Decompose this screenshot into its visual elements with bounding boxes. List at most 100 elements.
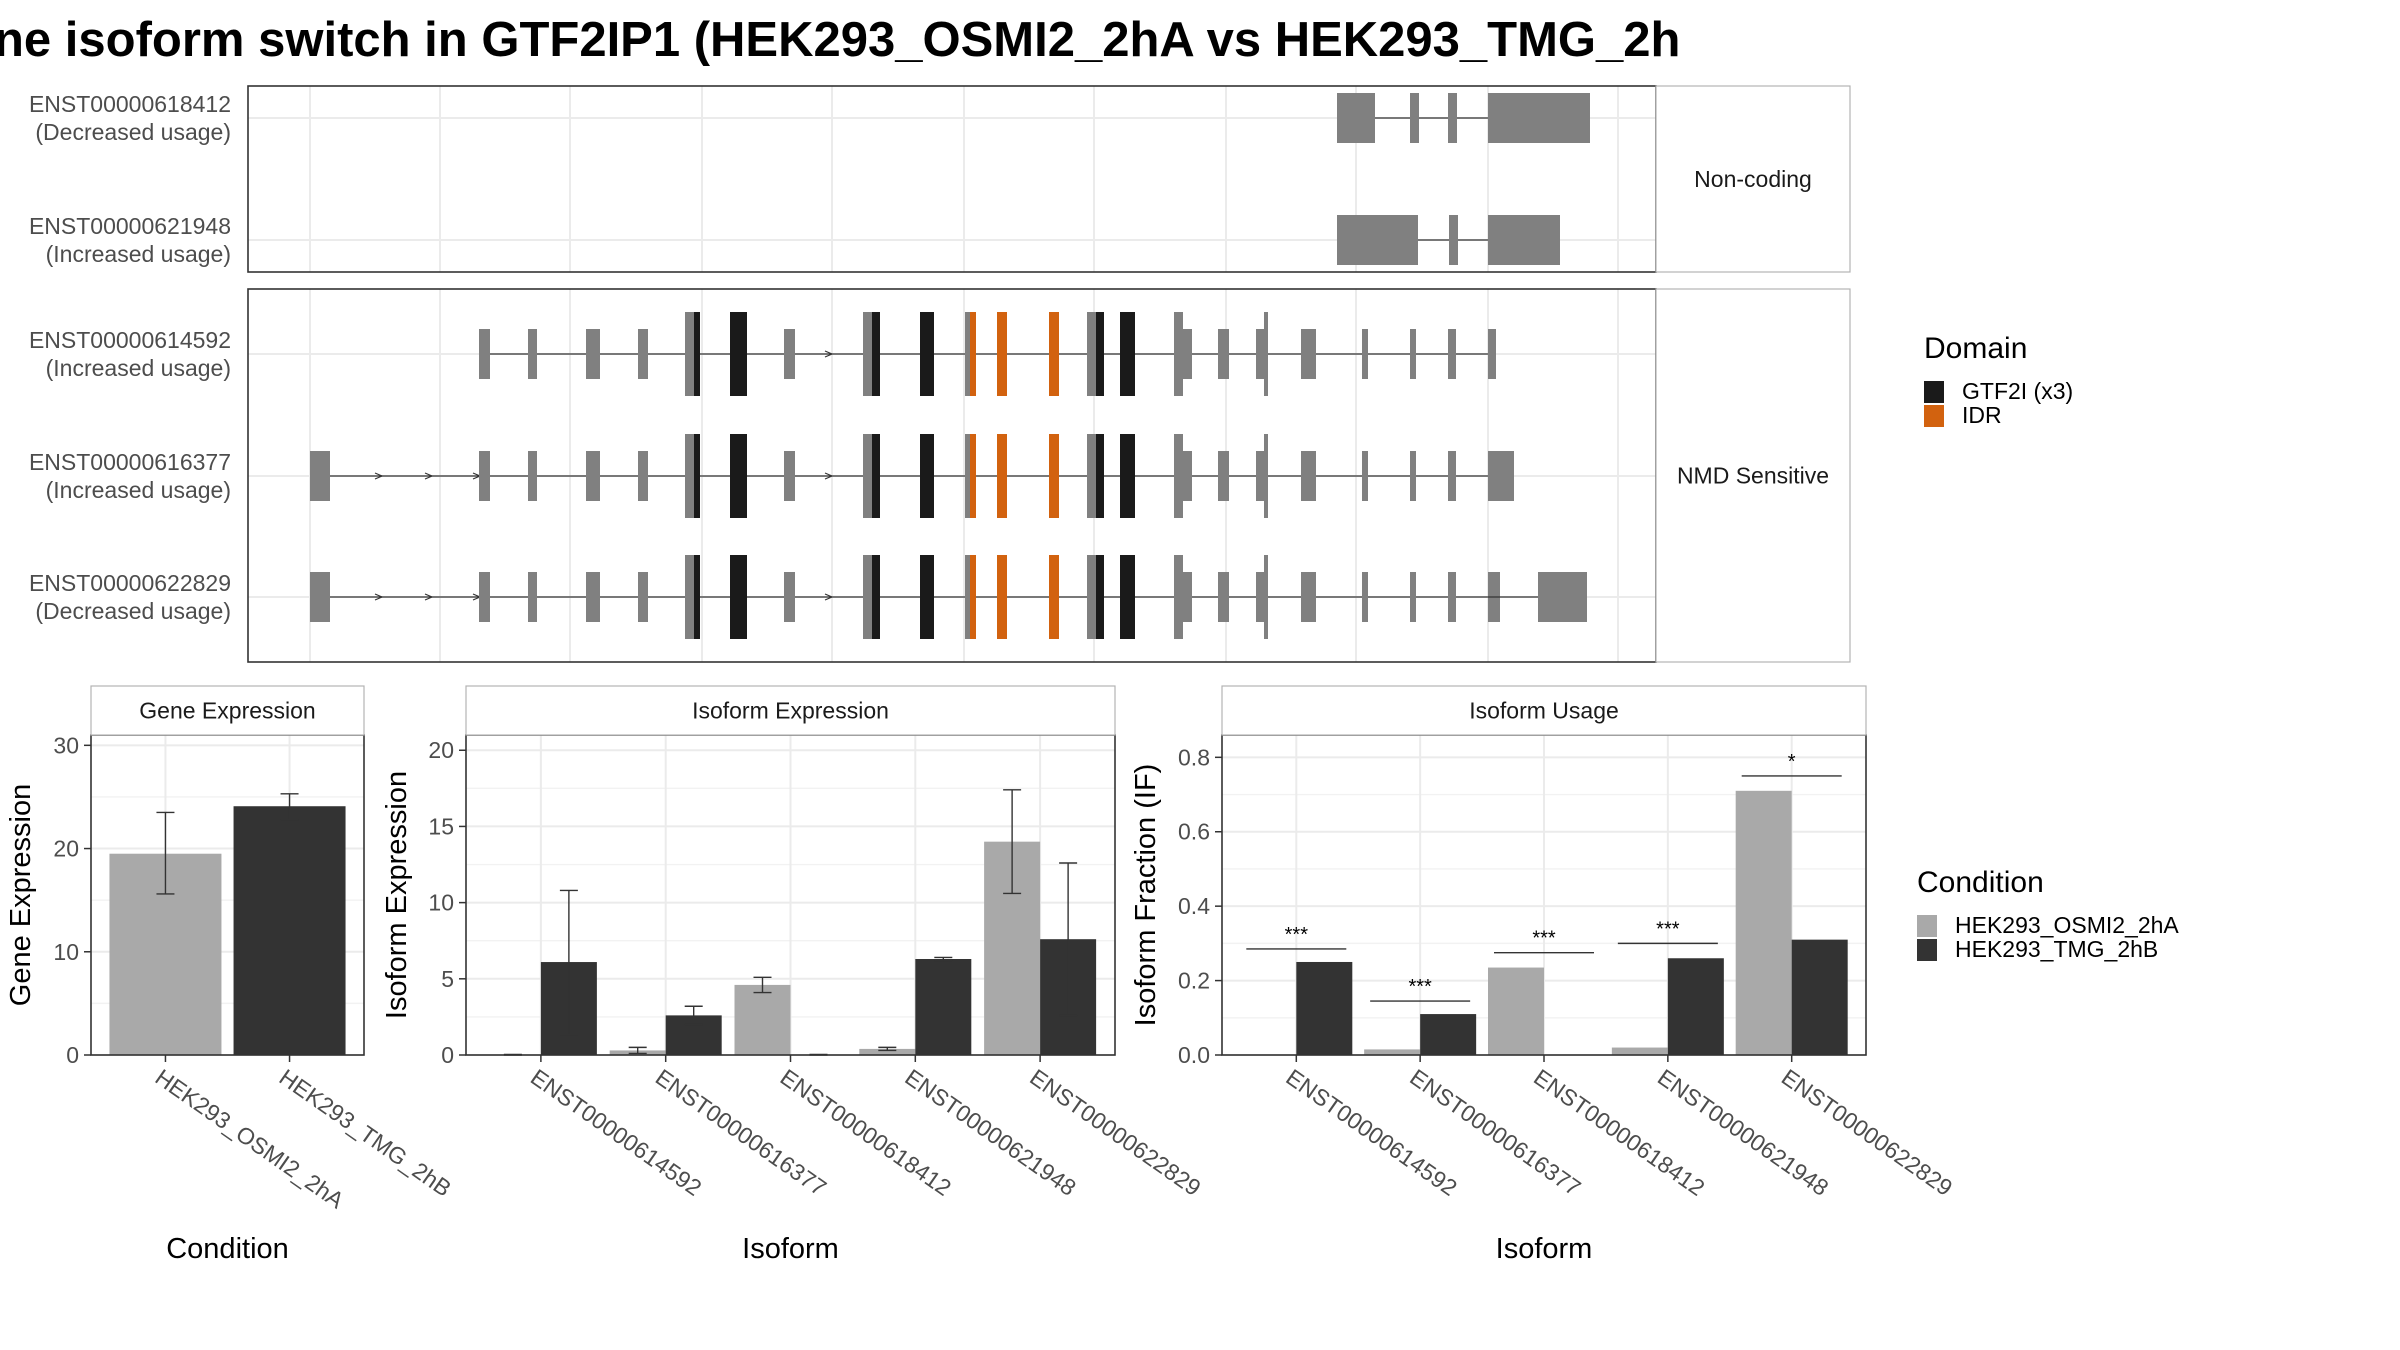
- exon: [638, 329, 648, 379]
- exon: [1488, 215, 1560, 265]
- y-tick-label: 5: [441, 966, 454, 992]
- idr-domain: [970, 434, 976, 518]
- gtf2i-domain: [920, 312, 934, 396]
- exon: [1256, 329, 1264, 379]
- legend_condition-swatch: [1917, 939, 1937, 961]
- idr-domain: [997, 312, 1007, 396]
- coding-exon: [685, 434, 694, 518]
- exon: [1362, 451, 1368, 501]
- transcript-id-label: ENST00000621948: [29, 213, 231, 239]
- facet-strip-1: [1655, 288, 1851, 663]
- y-tick-label: 20: [428, 737, 454, 763]
- last-exon: [1488, 451, 1514, 501]
- bar-HEK293_OSMI2_2hA: [1735, 790, 1792, 1055]
- intron-arrow: [824, 350, 834, 358]
- y-tick-label: 0.2: [1178, 968, 1210, 994]
- transcript-id-label: ENST00000614592: [29, 327, 231, 353]
- legend_condition-swatch: [1917, 915, 1937, 937]
- idr-domain: [1049, 312, 1059, 396]
- bar-HEK293_TMG_2hB: [1667, 958, 1724, 1055]
- exon: [638, 451, 648, 501]
- bar-HEK293_TMG_2hB: [1296, 961, 1353, 1055]
- legend_domain-swatch: [1924, 381, 1944, 403]
- utr-exon: [310, 451, 330, 501]
- intron-arrow: [824, 593, 834, 601]
- exon: [1301, 329, 1316, 379]
- significance-label: ***: [1285, 924, 1309, 946]
- transcript-id-label: ENST00000616377: [29, 449, 231, 475]
- exon: [1337, 93, 1375, 143]
- exon: [1410, 451, 1416, 501]
- gtf2i-domain: [872, 434, 880, 518]
- intron-arrow: [374, 472, 384, 480]
- intron-arrow: [374, 593, 384, 601]
- gtf2i-domain: [1120, 312, 1135, 396]
- exon: [1410, 329, 1416, 379]
- exon: [1449, 215, 1458, 265]
- exon: [1337, 215, 1418, 265]
- coding-exon: [1087, 434, 1096, 518]
- gtf2i-domain: [694, 434, 700, 518]
- legends: Domain GTF2I (x3)IDR Condition HEK293_OSMI2…: [1917, 332, 2179, 962]
- y-axis-title: Isoform Fraction (IF): [1130, 764, 1162, 1027]
- figure-title: ne isoform switch in GTF2IP1 (HEK293_OSM…: [0, 13, 1680, 67]
- bar-HEK293_TMG_2hB: [915, 959, 972, 1055]
- coding-exon: [1174, 555, 1183, 639]
- exon: [1301, 572, 1316, 622]
- idr-domain: [1049, 434, 1059, 518]
- coding-exon: [863, 434, 872, 518]
- y-tick-label: 10: [53, 939, 79, 965]
- exon: [528, 451, 537, 501]
- x-axis-title: Isoform: [1496, 1233, 1593, 1265]
- exon: [528, 329, 537, 379]
- exon: [1448, 329, 1456, 379]
- transcript-id-label: ENST00000618412: [29, 91, 231, 117]
- y-tick-label: 0.8: [1178, 744, 1210, 770]
- structure-facet-bg-0: [248, 86, 1656, 272]
- gtf2i-domain: [1120, 555, 1135, 639]
- transcript-usage-label: (Decreased usage): [35, 598, 231, 624]
- exon: [784, 572, 795, 622]
- transcript-id-label: ENST00000622829: [29, 570, 231, 596]
- y-tick-label: 20: [53, 836, 79, 862]
- panel-strip: [1221, 685, 1867, 736]
- exon: [1410, 93, 1419, 143]
- exon: [528, 572, 537, 622]
- exon: [1448, 572, 1456, 622]
- coding-exon: [1264, 555, 1268, 639]
- exon: [586, 451, 600, 501]
- intron-arrow: [824, 472, 834, 480]
- panel-strip: [465, 685, 1116, 736]
- facet-strip-label: NMD Sensitive: [1677, 463, 1829, 489]
- y-axis-title: Gene Expression: [5, 784, 37, 1006]
- gtf2i-domain: [730, 434, 747, 518]
- legend_condition-label: HEK293_OSMI2_2hA: [1955, 912, 2179, 938]
- idr-domain: [997, 434, 1007, 518]
- panel-strip: [90, 685, 365, 736]
- exon: [479, 451, 490, 501]
- bar-HEK293_TMG_2hB: [1420, 1014, 1477, 1055]
- last-exon: [1488, 329, 1496, 379]
- exon: [1362, 329, 1368, 379]
- exon: [784, 329, 795, 379]
- coding-exon: [1087, 555, 1096, 639]
- gtf2i-domain: [1096, 434, 1104, 518]
- coding-exon: [863, 555, 872, 639]
- transcript-usage-label: (Increased usage): [46, 355, 231, 381]
- gtf2i-domain: [1096, 312, 1104, 396]
- bar-HEK293_OSMI2_2hA: [1488, 967, 1544, 1055]
- significance-label: ***: [1532, 928, 1556, 950]
- exon: [1183, 329, 1192, 379]
- legend_domain-label: IDR: [1962, 402, 2002, 428]
- gtf2i-domain: [730, 312, 747, 396]
- legend_condition-label: HEK293_TMG_2hB: [1955, 936, 2158, 962]
- intron-arrow: [424, 472, 434, 480]
- gtf2i-domain: [694, 555, 700, 639]
- panel-title: Isoform Usage: [1469, 698, 1619, 724]
- y-tick-label: 0.0: [1178, 1042, 1210, 1068]
- y-tick-label: 0: [441, 1042, 454, 1068]
- bar-HEK293_OSMI2_2hA: [1611, 1047, 1668, 1055]
- y-tick-label: 0.6: [1178, 819, 1210, 845]
